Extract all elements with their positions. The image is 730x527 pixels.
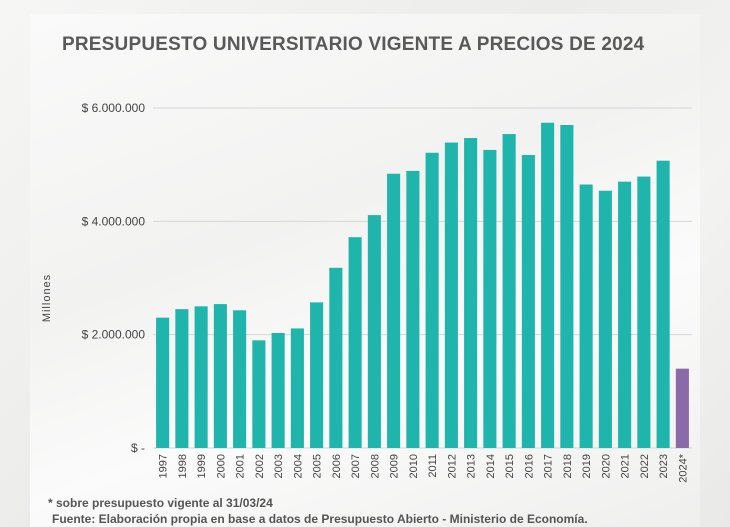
bar [598, 190, 612, 448]
x-tick-label: 2024* [677, 453, 689, 482]
x-tick-label: 2023 [658, 454, 670, 478]
bar [271, 332, 285, 448]
x-tick-label: 2012 [446, 454, 458, 478]
bar [675, 368, 689, 448]
bar [637, 176, 651, 449]
y-axis-label: Millones [41, 274, 53, 322]
x-tick-label: 2009 [389, 454, 401, 478]
chart-title: PRESUPUESTO UNIVERSITARIO VIGENTE A PREC… [62, 34, 645, 55]
bar [367, 215, 381, 448]
x-tick-labels: 1997 1998 1999 2000 2001 2002 2003 2004 2005 2006… [158, 453, 690, 482]
bar [406, 170, 420, 448]
x-tick-label: 2017 [543, 454, 555, 478]
x-tick-label: 2019 [581, 454, 593, 478]
x-tick-label: 2020 [600, 454, 612, 478]
x-tick-label: 2004 [292, 454, 304, 478]
bar [175, 309, 189, 448]
x-tick-label: 2001 [235, 454, 247, 478]
x-tick-label: 1997 [158, 454, 170, 478]
bar [618, 181, 632, 448]
x-tick-label: 2016 [523, 454, 535, 478]
bar [290, 328, 304, 448]
bars [156, 122, 689, 449]
x-tick-label: 2006 [331, 454, 343, 478]
x-tick-label: 2005 [312, 454, 324, 478]
bar [233, 310, 247, 448]
y-tick-label: $ 4.000.000 [82, 214, 146, 228]
x-tick-label: 2014 [485, 454, 497, 478]
bar [579, 184, 593, 448]
bar [502, 134, 516, 449]
x-tick-label: 1998 [177, 454, 189, 478]
x-tick-label: 2018 [562, 454, 574, 478]
bar-chart: $ - $ 2.000.000 $ 4.000.000 $ 6.000.000 199… [41, 101, 692, 483]
bar [656, 160, 670, 448]
x-tick-label: 2007 [350, 454, 362, 478]
footnote: * sobre presupuesto vigente al 31/03/24 [48, 496, 273, 510]
x-tick-label: 2011 [427, 454, 439, 478]
bar [464, 138, 478, 449]
bar [444, 142, 458, 449]
x-tick-label: 2000 [215, 454, 227, 478]
bar [521, 155, 535, 449]
y-tick-label: $ 2.000.000 [82, 328, 146, 342]
x-tick-label: 2015 [504, 454, 516, 478]
bar [213, 304, 227, 448]
y-tick-label: $ 6.000.000 [82, 101, 146, 115]
bar [425, 152, 439, 448]
x-tick-label: 2013 [466, 454, 478, 478]
bar [329, 267, 343, 448]
bar [194, 306, 208, 448]
y-tick-label: $ - [131, 441, 145, 455]
x-tick-label: 2003 [273, 454, 285, 478]
bar [310, 302, 324, 448]
x-tick-label: 2022 [639, 454, 651, 478]
bar [156, 317, 170, 448]
bar [348, 237, 362, 448]
bar [483, 149, 497, 448]
bar [252, 340, 266, 448]
source-note: Fuente: Elaboración propia en base a dat… [52, 512, 588, 526]
x-tick-label: 2002 [254, 454, 266, 478]
bar [560, 125, 574, 448]
x-tick-label: 2021 [620, 454, 632, 478]
bar [541, 122, 555, 448]
bar [387, 173, 401, 448]
x-tick-label: 2010 [408, 454, 420, 478]
x-tick-label: 2008 [369, 454, 381, 478]
y-tick-labels: $ - $ 2.000.000 $ 4.000.000 $ 6.000.000 [82, 101, 146, 455]
x-tick-label: 1999 [196, 454, 208, 478]
